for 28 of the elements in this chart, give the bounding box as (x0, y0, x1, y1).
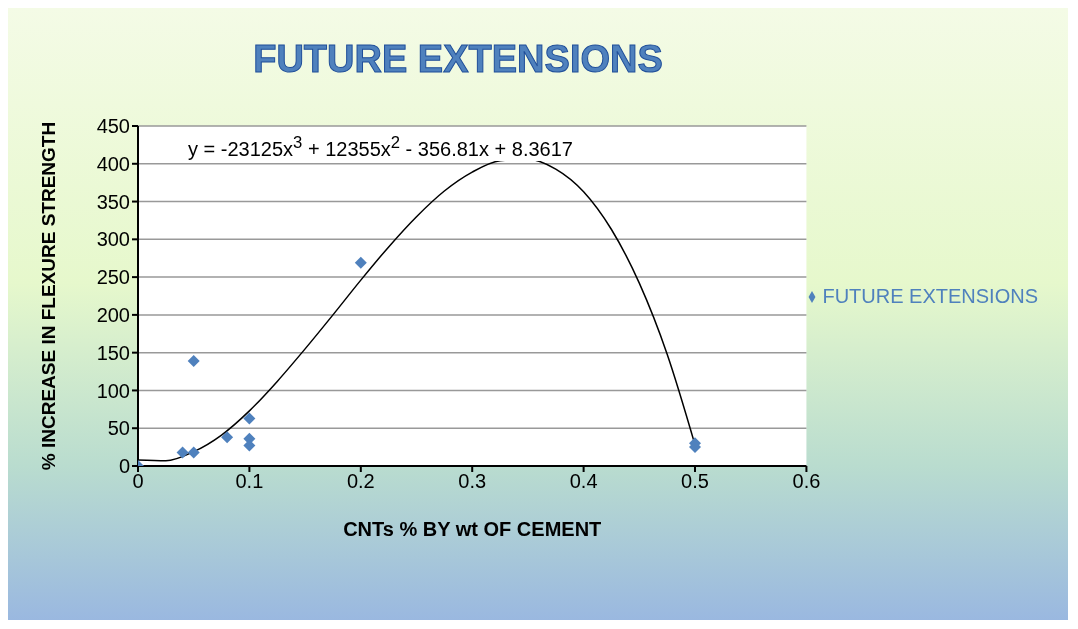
point (176, 446, 189, 459)
point (243, 412, 256, 425)
y-tick-label: 0 (118, 455, 130, 478)
x-tick-label: 0.4 (569, 470, 598, 493)
annotation: y = -23125x$^{3}$ + 12355x$^{2}$ - 356.81x + 8.3617 (188, 133, 573, 161)
y-axis-title: % INCREASE IN FLEXURE STRENGTH (37, 121, 59, 471)
x-tick-label: 0.2 (346, 470, 375, 493)
x-tick-label: 0 (132, 470, 144, 493)
point (187, 446, 200, 459)
y-tick-label: 50 (107, 417, 130, 440)
y-tick-label: 200 (96, 303, 130, 326)
point (354, 256, 367, 269)
x-tick-label: 0.5 (681, 470, 709, 493)
y-tick-label: 400 (96, 152, 130, 175)
y-tick-label: 300 (96, 228, 130, 251)
y-tick-label: 150 (96, 341, 130, 364)
x-axis-title: CNTs % BY wt OF CEMENT (343, 518, 602, 540)
point (187, 354, 200, 367)
legend-label: FUTURE EXTENSIONS (822, 284, 1038, 307)
y-tick-label: 100 (96, 379, 130, 402)
y-tick-label: 350 (96, 190, 130, 213)
y-tick-label: 250 (96, 266, 130, 289)
x-tick-label: 0.6 (792, 470, 821, 493)
x-tick-label: 0.1 (235, 470, 264, 493)
x-tick-label: 0.3 (458, 470, 487, 493)
point (221, 431, 234, 444)
chart-title: FUTURE EXTENSIONS (252, 38, 664, 81)
y-tick-label: 450 (96, 115, 130, 138)
